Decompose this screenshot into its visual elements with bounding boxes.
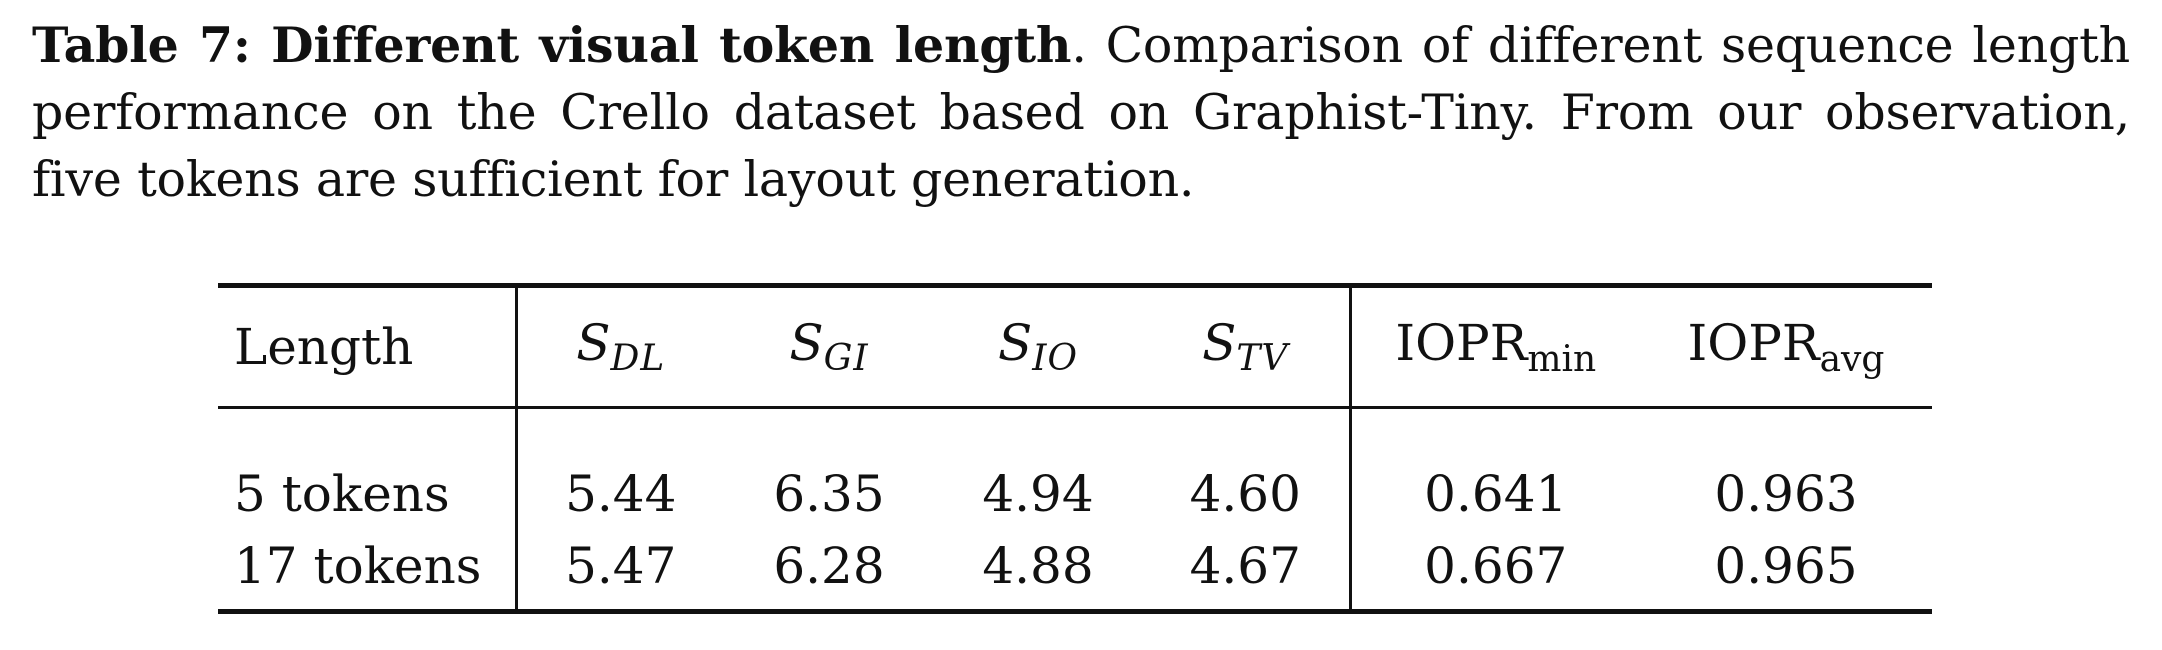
results-table-container: Length SDL SGI SIO STV IOPRmin IOPRavg 5… bbox=[218, 283, 1932, 614]
caption-text: . Comparison of different sequence lengt… bbox=[32, 17, 2130, 208]
header-sio: SIO bbox=[934, 286, 1142, 408]
cell-sdl: 5.47 bbox=[565, 537, 677, 595]
header-stv-base: S bbox=[1202, 314, 1237, 373]
cell-iopr-avg: 0.963 bbox=[1714, 465, 1858, 523]
header-sdl-sub: DL bbox=[610, 338, 666, 380]
header-iopr-min-sub: min bbox=[1527, 338, 1597, 380]
cell-sio: 4.94 bbox=[982, 465, 1094, 523]
header-iopr-min-base: IOPR bbox=[1395, 314, 1528, 373]
table-row: 5 tokens 5.44 6.35 4.94 4.60 0.641 0.963 bbox=[218, 407, 1932, 523]
header-sio-base: S bbox=[998, 314, 1033, 373]
cell-sdl: 5.44 bbox=[565, 465, 677, 523]
header-sgi: SGI bbox=[724, 286, 934, 408]
cell-stv: 4.67 bbox=[1142, 523, 1352, 612]
cell-sio: 4.88 bbox=[982, 537, 1094, 595]
header-sgi-sub: GI bbox=[823, 338, 869, 380]
cell-iopr-min: 0.667 bbox=[1424, 537, 1568, 595]
header-iopr-avg: IOPRavg bbox=[1640, 286, 1932, 408]
header-length: Length bbox=[218, 285, 518, 408]
table-caption: Table 7: Different visual token length. … bbox=[32, 12, 2130, 213]
caption-label: Table 7: Different visual token length bbox=[32, 16, 1072, 74]
header-row: Length SDL SGI SIO STV IOPRmin IOPRavg bbox=[218, 285, 1932, 408]
cell-length: 5 tokens bbox=[218, 407, 518, 523]
table-row: 17 tokens 5.47 6.28 4.88 4.67 0.667 0.96… bbox=[218, 523, 1932, 612]
header-sdl-base: S bbox=[576, 314, 611, 373]
results-table: Length SDL SGI SIO STV IOPRmin IOPRavg 5… bbox=[218, 283, 1932, 614]
header-sgi-base: S bbox=[789, 314, 824, 373]
header-stv-sub: TV bbox=[1236, 338, 1289, 380]
cell-stv: 4.60 bbox=[1142, 407, 1352, 523]
header-sdl: SDL bbox=[516, 286, 724, 408]
header-sio-sub: IO bbox=[1032, 338, 1078, 380]
header-iopr-min: IOPRmin bbox=[1350, 286, 1640, 408]
header-iopr-avg-base: IOPR bbox=[1687, 314, 1820, 373]
cell-iopr-avg: 0.965 bbox=[1714, 537, 1858, 595]
cell-sgi: 6.28 bbox=[773, 537, 885, 595]
cell-iopr-min: 0.641 bbox=[1424, 465, 1568, 523]
header-stv: STV bbox=[1142, 285, 1352, 408]
cell-sgi: 6.35 bbox=[773, 465, 885, 523]
cell-length: 17 tokens bbox=[218, 523, 518, 612]
header-iopr-avg-sub: avg bbox=[1819, 338, 1885, 380]
